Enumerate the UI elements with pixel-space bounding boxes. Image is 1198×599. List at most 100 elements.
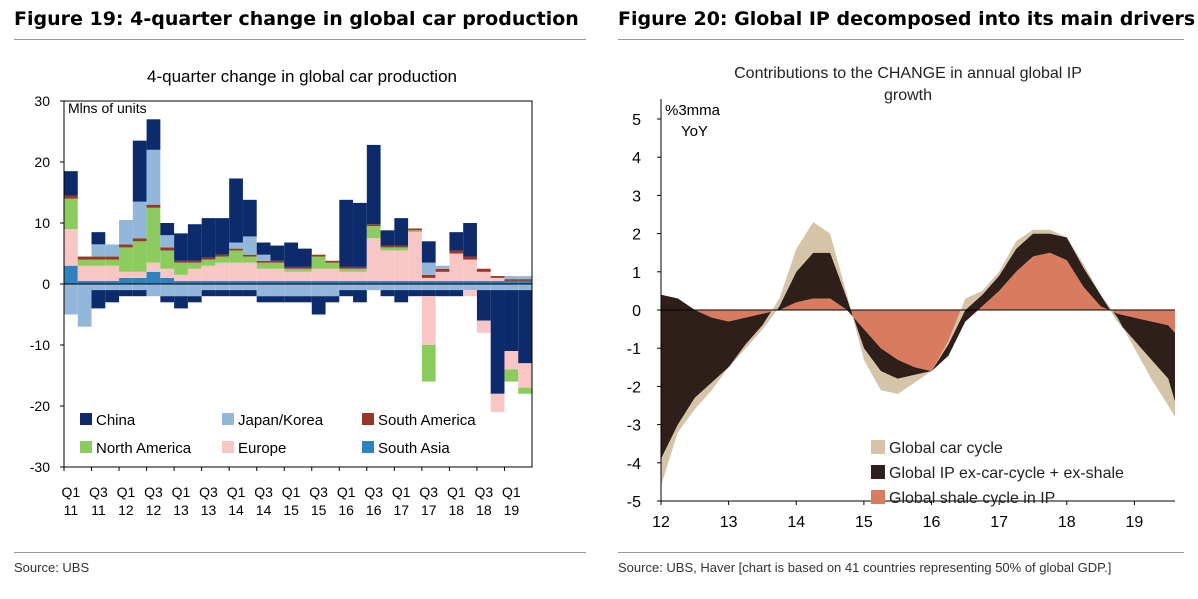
x-tick-label-year: 16 — [366, 502, 382, 518]
bar-japan-korea-neg — [353, 284, 367, 291]
y-tick-label: 30 — [34, 93, 50, 109]
legend-swatch — [871, 440, 885, 454]
bar-europe — [366, 238, 381, 281]
bar-europe — [298, 271, 312, 281]
x-tick-label-year: 16 — [338, 502, 354, 518]
bar-japan-korea — [132, 201, 147, 239]
bar-japan-korea-neg — [119, 284, 133, 291]
bar-europe-neg — [463, 290, 477, 297]
bar-china-neg — [339, 290, 354, 297]
bar-south-america — [380, 245, 395, 248]
bar-south-asia — [64, 265, 78, 284]
bar-south-america — [353, 266, 367, 269]
bar-north-america — [146, 207, 161, 263]
bar-north-america — [270, 262, 285, 269]
y-tick-label: -4 — [627, 456, 641, 473]
bar-china-neg — [229, 290, 243, 297]
bar-south-asia — [242, 280, 257, 284]
x-tick-label-quarter: Q3 — [309, 484, 328, 500]
bar-south-america — [119, 244, 133, 248]
bar-south-america — [160, 247, 175, 251]
bar-north-america — [366, 226, 381, 239]
bar-china — [201, 218, 216, 258]
bar-south-america — [366, 224, 381, 227]
bar-south-america — [242, 254, 257, 257]
x-tick-label-year: 11 — [64, 502, 79, 518]
bar-europe — [91, 265, 106, 281]
y-tick-label: 0 — [42, 276, 50, 292]
bar-south-asia — [339, 280, 354, 284]
legend-swatch — [222, 413, 234, 425]
bar-south-asia — [215, 280, 230, 284]
bar-south-asia — [490, 280, 505, 284]
bar-europe — [408, 232, 422, 281]
bar-south-america — [77, 256, 92, 260]
y-tick-label: 0 — [632, 303, 641, 320]
bar-china-neg — [435, 290, 450, 297]
bar-japan-korea-neg — [146, 284, 161, 297]
x-tick-label-quarter: Q3 — [419, 484, 438, 500]
bar-china-neg — [105, 290, 120, 303]
bar-japan-korea-neg — [435, 284, 450, 291]
x-tick-label-quarter: Q3 — [364, 484, 383, 500]
x-tick-label-year: 13 — [173, 502, 189, 518]
bar-japan-korea-neg — [394, 284, 409, 291]
bar-south-asia — [325, 280, 340, 284]
car-production-chart: 4-quarter change in global car productio… — [30, 67, 533, 518]
bar-china-neg — [270, 296, 285, 303]
bar-south-america — [187, 260, 202, 263]
bar-japan-korea — [146, 149, 161, 205]
legend-label: Japan/Korea — [238, 412, 324, 429]
legend-label: China — [96, 412, 136, 429]
bar-japan-korea — [91, 244, 106, 257]
bar-japan-korea-neg — [325, 284, 340, 297]
bar-china — [132, 140, 147, 202]
bar-north-america — [339, 268, 354, 272]
bar-japan-korea — [421, 262, 436, 275]
bar-north-america — [380, 247, 395, 251]
legend-swatch — [871, 490, 885, 504]
bar-south-asia — [201, 280, 216, 284]
bar-china — [229, 178, 243, 243]
bar-europe — [160, 268, 175, 278]
x-tick-label-quarter: Q1 — [62, 484, 81, 500]
figure-20-bottom-rule — [618, 552, 1184, 553]
bar-japan-korea-neg — [421, 284, 436, 291]
bar-north-america — [242, 256, 257, 263]
bar-south-america — [298, 266, 312, 269]
figure-19-bottom-rule — [14, 552, 586, 553]
bar-europe — [270, 268, 285, 281]
y-axis-label-line-1: %3mma — [665, 102, 721, 119]
bar-china-neg — [490, 290, 505, 394]
bar-japan-korea — [435, 265, 450, 269]
x-tick-label: 16 — [923, 514, 941, 531]
bar-south-asia — [270, 280, 285, 284]
bar-north-america — [298, 268, 312, 272]
bar-europe — [284, 271, 298, 281]
bar-china — [64, 171, 78, 196]
bar-japan-korea-neg — [518, 284, 532, 291]
area-global-shale-cycle-in-ip — [661, 252, 1175, 372]
figure-19-title: Figure 19: 4-quarter change in global ca… — [14, 8, 579, 30]
bar-japan-korea-neg — [504, 284, 519, 291]
bar-china-neg — [132, 290, 147, 297]
bar-south-america — [449, 250, 464, 254]
bar-south-asia — [298, 280, 312, 284]
bar-china-neg — [91, 290, 106, 309]
x-tick-label-quarter: Q1 — [117, 484, 136, 500]
bar-europe — [187, 268, 202, 281]
bar-china-neg — [201, 290, 216, 297]
bar-china — [174, 233, 188, 261]
area-global-ip-ex-car-cycle-ex-shale — [661, 233, 1175, 459]
y-tick-label: 5 — [632, 112, 641, 129]
bar-north-america — [187, 262, 202, 269]
bar-south-asia — [353, 280, 367, 284]
x-tick-label: 18 — [1058, 514, 1076, 531]
x-tick-label-quarter: Q1 — [337, 484, 356, 500]
x-tick-label: 14 — [787, 514, 805, 531]
bar-china-neg — [421, 290, 436, 297]
bar-europe-neg — [476, 320, 491, 333]
bar-south-asia — [476, 280, 491, 284]
bar-japan-korea-neg — [160, 284, 175, 297]
bar-europe — [476, 271, 491, 281]
